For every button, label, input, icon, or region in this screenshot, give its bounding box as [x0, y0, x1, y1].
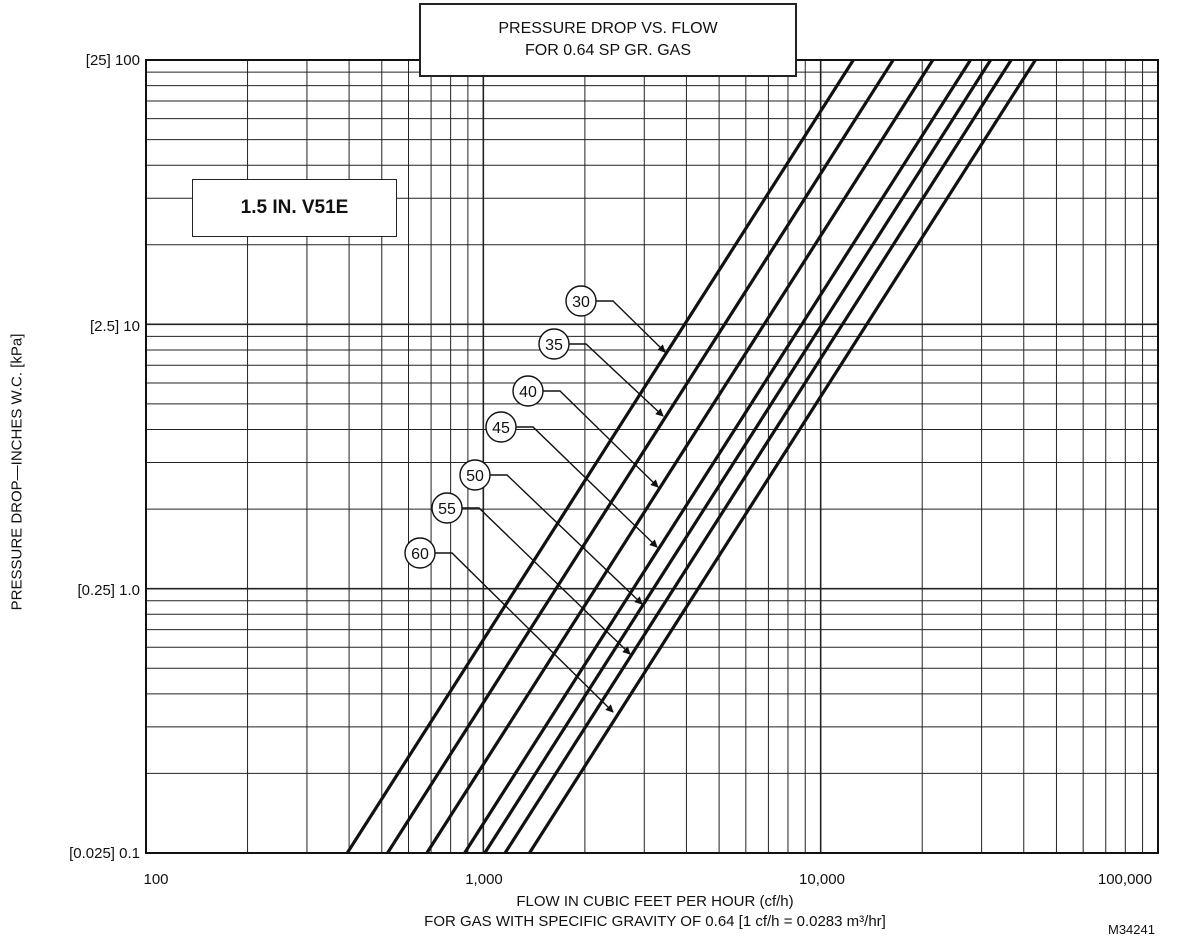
- callout-leader-50: [490, 474, 643, 605]
- chart-title: PRESSURE DROP VS. FLOW FOR 0.64 SP GR. G…: [419, 3, 797, 77]
- x-tick-label: 100: [143, 871, 169, 888]
- series-label-60: 60: [411, 546, 429, 563]
- callout-bubble-55: [431, 492, 463, 524]
- callout-leader-60: [435, 552, 614, 713]
- callout-bubble-60: [404, 537, 436, 569]
- chart-title-line1: PRESSURE DROP VS. FLOW: [498, 20, 718, 37]
- callout-bubble-40: [512, 375, 544, 407]
- y-tick-label: [0.25] 1.0: [77, 582, 140, 599]
- y-axis-title: PRESSURE DROP—INCHES W.C. [kPa]: [8, 333, 26, 611]
- series-line-30: [345, 59, 855, 854]
- series-label-50: 50: [466, 468, 484, 485]
- series-label-45: 45: [492, 420, 510, 437]
- x-tick-label: 10,000: [799, 871, 845, 888]
- callout-bubble-30: [565, 285, 597, 317]
- figure-code: M34241: [1108, 922, 1155, 937]
- callout-bubble-50: [459, 459, 491, 491]
- series-label-35: 35: [545, 337, 563, 354]
- series-line-45: [463, 59, 972, 854]
- callout-leader-40: [543, 390, 659, 488]
- series-line-40: [425, 59, 935, 854]
- callout-bubble-45: [485, 411, 517, 443]
- x-tick-label: 1,000: [465, 871, 503, 888]
- series-line-60: [528, 59, 1037, 854]
- callout-bubble-35: [538, 328, 570, 360]
- series-line-55: [503, 59, 1013, 854]
- series-label-30: 30: [572, 294, 590, 311]
- series-callouts: 30 35 40 45 50 55 60: [404, 285, 666, 713]
- callout-leader-35: [569, 343, 664, 417]
- series-lines: [345, 59, 1037, 854]
- callout-leader-55: [462, 507, 631, 655]
- series-label-40: 40: [519, 384, 537, 401]
- y-tick-label: [0.025] 0.1: [69, 845, 140, 862]
- series-line-35: [386, 59, 895, 854]
- valve-label: 1.5 IN. V51E: [192, 179, 397, 237]
- x-tick-label: 100,000: [1097, 871, 1153, 888]
- y-tick-label: [25] 100: [85, 52, 140, 69]
- chart-title-line2: FOR 0.64 SP GR. GAS: [525, 42, 691, 59]
- callout-leader-30: [596, 300, 666, 353]
- callout-leader-45: [516, 426, 658, 548]
- x-axis-title: FLOW IN CUBIC FEET PER HOUR (cf/h): [516, 893, 794, 910]
- series-label-55: 55: [438, 501, 456, 518]
- y-tick-label: [2.5] 10: [89, 318, 140, 335]
- x-axis-subtitle: FOR GAS WITH SPECIFIC GRAVITY OF 0.64 [1…: [424, 913, 886, 930]
- series-line-50: [483, 59, 992, 854]
